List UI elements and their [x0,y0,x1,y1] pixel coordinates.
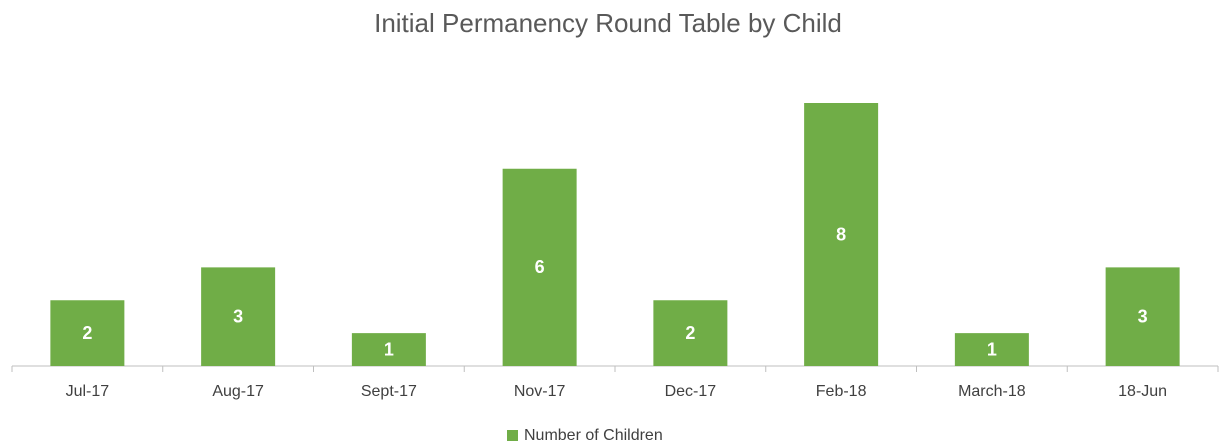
x-tick-label: Dec-17 [665,383,717,400]
bar [653,300,728,366]
bar [201,267,276,366]
data-label: 2 [82,323,92,343]
bar [502,168,577,366]
data-label: 1 [987,339,997,359]
chart-title: Initial Permanency Round Table by Child [374,8,842,38]
data-label: 3 [233,306,243,326]
bar [1105,267,1180,366]
bar [351,333,426,366]
x-tick-label: Sept-17 [361,383,417,400]
data-label: 6 [535,257,545,277]
legend-swatch [507,430,518,441]
data-label: 3 [1138,306,1148,326]
x-tick-label: Nov-17 [514,383,566,400]
bar [50,300,125,366]
x-tick-label: Aug-17 [212,383,264,400]
bar [954,333,1029,366]
bar [804,103,879,366]
x-tick-label: Feb-18 [816,383,867,400]
legend-label: Number of Children [524,427,663,444]
x-tick-label: Jul-17 [66,383,110,400]
x-tick-label: 18-Jun [1118,383,1167,400]
data-label: 2 [685,323,695,343]
data-label: 1 [384,339,394,359]
data-label: 8 [836,224,846,244]
x-tick-label: March-18 [958,383,1026,400]
